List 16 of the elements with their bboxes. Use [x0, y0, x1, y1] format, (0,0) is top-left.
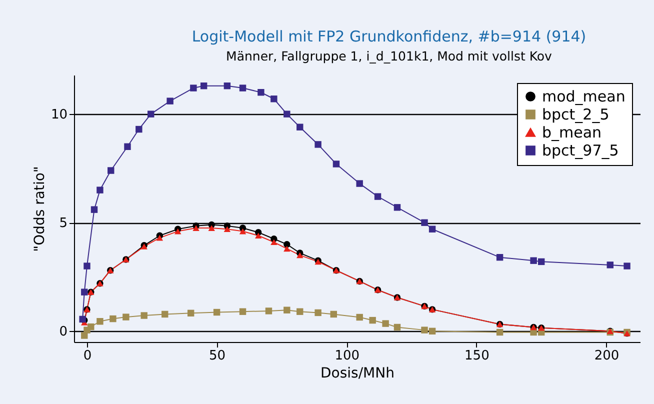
x-tick-label: 0: [83, 348, 92, 364]
x-axis-title: Dosis/MNh: [320, 366, 394, 382]
x-tick-label: 200: [594, 348, 620, 364]
chart-title: Logit-Modell mit FP2 Grundkonfidenz, #b=914 (914): [192, 28, 586, 46]
y-tick-label: 0: [59, 324, 68, 340]
legend-label: mod_mean: [542, 88, 626, 106]
y-tick-label: 10: [50, 108, 68, 123]
chart-subtitle: Männer, Fallgruppe 1, i_d_101k1, Mod mit vollst Kov: [226, 48, 553, 64]
legend-label: bpct_2_5: [542, 106, 610, 124]
x-tick-label: 150: [464, 348, 490, 364]
legend-label: b_mean: [542, 124, 602, 142]
y-axis-title: "Odds ratio": [32, 166, 48, 252]
y-tick-label: 5: [59, 216, 68, 232]
x-tick-label: 50: [209, 348, 226, 364]
legend-label: bpct_97_5: [542, 142, 619, 160]
x-tick-label: 100: [334, 348, 360, 364]
